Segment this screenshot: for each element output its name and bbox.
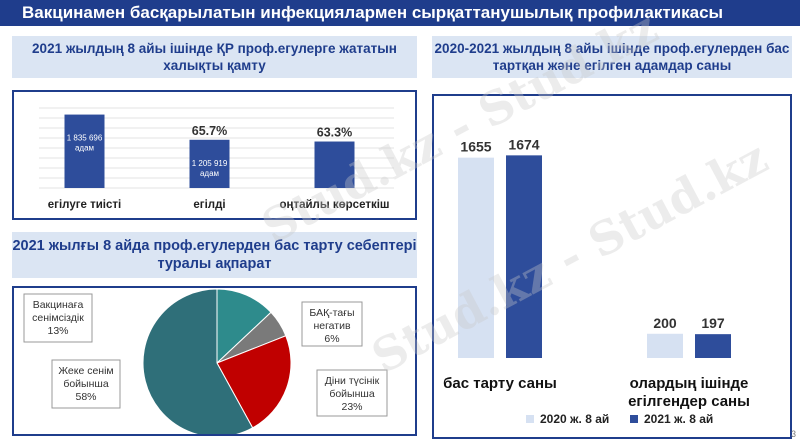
- bar-value-label: 200: [653, 315, 677, 331]
- bar-value-label: 1674: [508, 136, 539, 152]
- pie-label-box: [316, 369, 388, 417]
- bar: [506, 155, 542, 358]
- bar-value-label: 1 205 919 адам: [192, 159, 228, 178]
- refusal-reasons-panel: Вакцинаға сенімсіздік 13% БАҚ-тағы негатив 6%…: [12, 286, 417, 438]
- category-label: оңтайлы көрсеткіш: [279, 199, 389, 211]
- legend-label: 2020 ж. 8 ай: [540, 412, 609, 426]
- pie-label: Жеке сенім бойынша 58%: [58, 365, 113, 403]
- bar-value-label: 1 835 696 адам: [67, 134, 103, 153]
- bar: [189, 139, 230, 188]
- legend-swatch: [526, 415, 534, 423]
- refusal-comparison-header: 2020-2021 жылдың 8 айы ішінде проф.егуле…: [432, 36, 792, 78]
- page-number: 3: [790, 429, 796, 439]
- pie-label: Діни түсінік бойынша 23%: [325, 375, 380, 413]
- category-label: егілді: [193, 199, 225, 211]
- legend-label: 2021 ж. 8 ай: [644, 412, 713, 426]
- coverage-chart-header: 2021 жылдың 8 айы ішінде ҚР проф.егулерг…: [12, 36, 417, 78]
- bar-value-label: 197: [701, 315, 725, 331]
- refusal-reasons-pie-chart: Вакцинаға сенімсіздік 13% БАҚ-тағы негатив 6%…: [23, 288, 388, 438]
- pie-label: БАҚ-тағы негатив 6%: [309, 307, 354, 345]
- legend-swatch: [630, 415, 638, 423]
- pie-label-box: [51, 359, 121, 409]
- bar-value-label: 1655: [460, 139, 491, 155]
- category-label: олардың ішінде егілгендер саны: [628, 375, 750, 410]
- pie-slice: [216, 288, 272, 365]
- coverage-chart-panel: 1 835 696 адам егілуге тиісті 1 205 919 адам…: [12, 90, 417, 220]
- category-label: бас тарту саны: [443, 375, 557, 392]
- refusal-comparison-panel: 1655 1674 бас тарту саны 200 197 олардың ішін…: [432, 94, 792, 439]
- bar-percent-label: 65.7%: [192, 124, 227, 138]
- bar: [695, 334, 731, 358]
- pie-slice: [216, 335, 292, 429]
- bar: [458, 157, 494, 358]
- bar: [647, 333, 683, 358]
- bar-percent-label: 63.3%: [317, 126, 352, 140]
- coverage-bar-chart: 1 835 696 адам егілуге тиісті 1 205 919 адам…: [39, 107, 394, 211]
- pie-label-box: [301, 301, 363, 347]
- category-label: егілуге тиісті: [48, 199, 121, 211]
- pie-label-box: [23, 293, 93, 343]
- refusal-reasons-header: 2021 жылғы 8 айда проф.егулерден бас тар…: [12, 232, 417, 278]
- bar: [64, 114, 105, 188]
- bar: [314, 141, 355, 188]
- page-title: Вакцинамен басқарылатын инфекциялармен с…: [0, 0, 800, 26]
- pie-label: Вакцинаға сенімсіздік 13%: [32, 299, 84, 337]
- refusal-comparison-bar-chart: 1655 1674 бас тарту саны 200 197 олардың ішін…: [443, 136, 750, 426]
